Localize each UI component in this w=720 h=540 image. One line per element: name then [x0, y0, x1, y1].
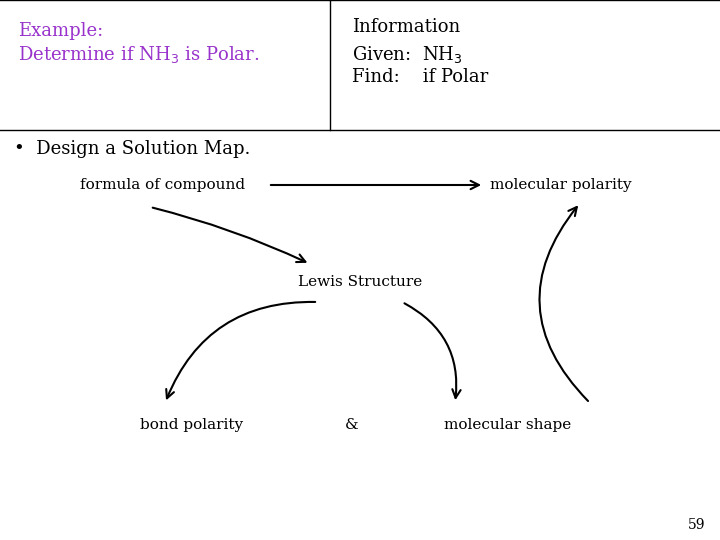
- Text: Determine if NH$_3$ is Polar.: Determine if NH$_3$ is Polar.: [18, 44, 259, 65]
- Text: •  Design a Solution Map.: • Design a Solution Map.: [14, 140, 251, 158]
- Text: molecular shape: molecular shape: [444, 418, 572, 432]
- Text: Information: Information: [352, 18, 460, 36]
- Text: Find:    if Polar: Find: if Polar: [352, 68, 488, 86]
- Text: bond polarity: bond polarity: [140, 418, 243, 432]
- Text: Given:  NH$_3$: Given: NH$_3$: [352, 44, 463, 65]
- Text: Lewis Structure: Lewis Structure: [298, 275, 422, 289]
- Text: molecular polarity: molecular polarity: [490, 178, 631, 192]
- Text: formula of compound: formula of compound: [80, 178, 245, 192]
- Text: 59: 59: [688, 518, 705, 532]
- Text: &: &: [345, 418, 359, 432]
- Text: Example:: Example:: [18, 22, 103, 40]
